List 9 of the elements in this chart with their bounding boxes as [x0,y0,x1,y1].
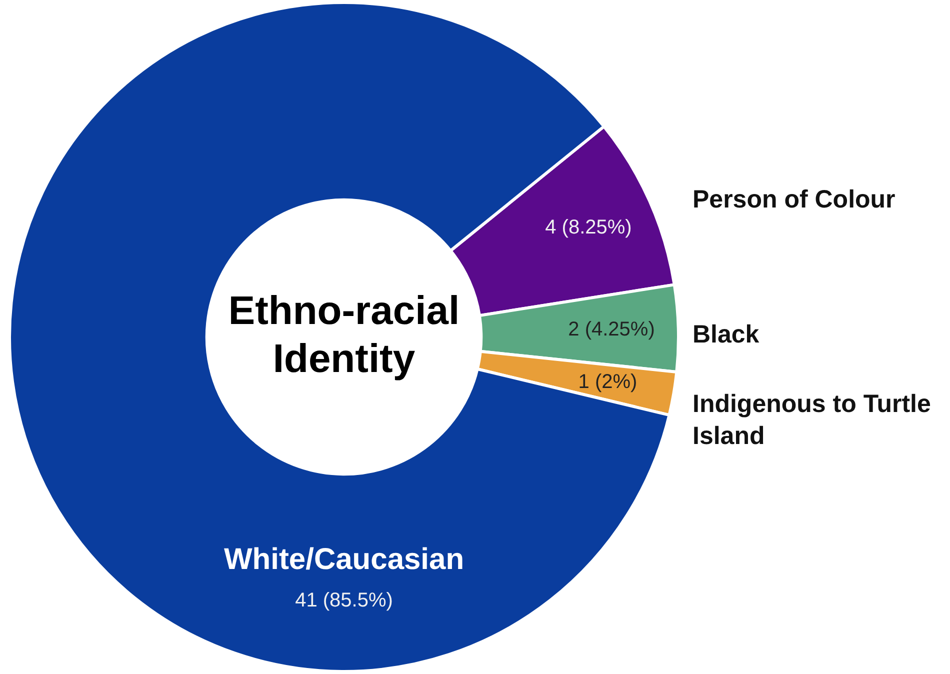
data-label: 1 (2%) [578,370,638,393]
slice-label: White/Caucasian [224,543,464,576]
data-label: 2 (4.25%) [568,318,655,341]
slice-label: Person of Colour [692,186,896,214]
slice-label: Black [692,320,760,349]
text: Ethno-racial Identity [228,289,460,382]
slice-label: Indigenous to Turtle Island [692,390,931,450]
data-label: 4 (8.25%) [545,216,632,239]
data-label: 41 (85.5%) [295,589,393,612]
